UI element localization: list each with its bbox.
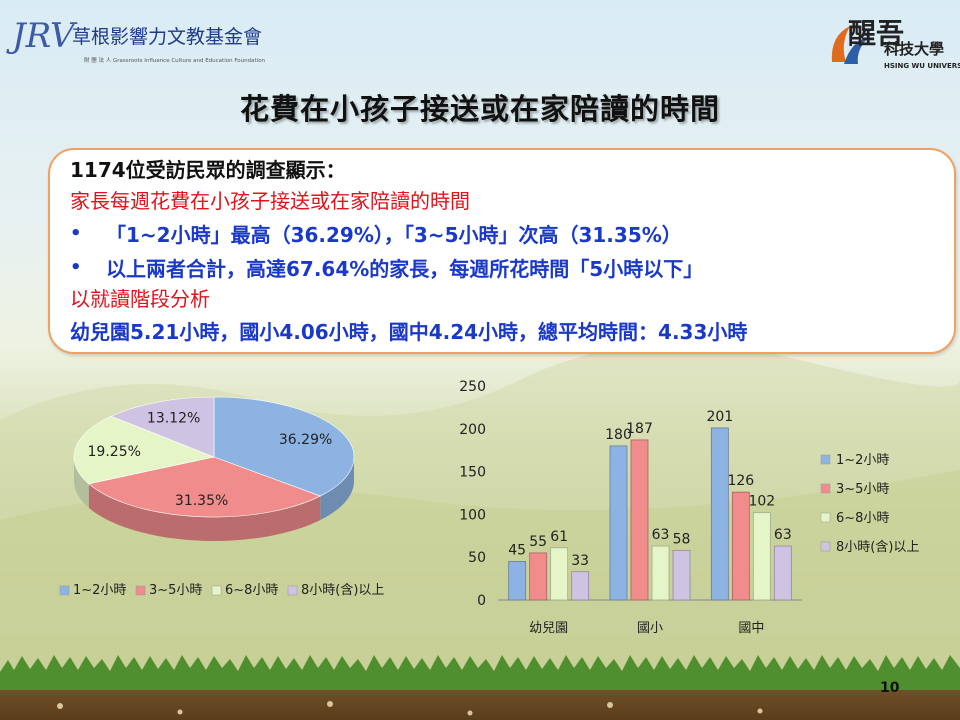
bar-legend-swatch <box>820 541 831 552</box>
pie-slice-side <box>88 483 321 541</box>
university-emblem-icon <box>831 26 868 64</box>
bar-data-label: 45 <box>508 542 526 558</box>
summary-line-stage-hours: 幼兒園5.21小時，國小4.06小時，國中4.24小時，總平均時間：4.33小時 <box>70 320 748 344</box>
university-logo: 醒吾 科技大學 HSING WU UNIVERSITY <box>826 12 960 74</box>
university-english-name: HSING WU UNIVERSITY <box>884 62 960 70</box>
bar-y-tick-label: 50 <box>468 550 486 566</box>
bar-category-label: 國中 <box>738 621 764 636</box>
page-title: 花費在小孩子接送或在家陪讀的時間 <box>239 92 720 126</box>
pie-data-label: 31.35% <box>175 493 228 509</box>
pie-slice-side <box>320 457 354 521</box>
foundation-subtitle: 財 團 法 人 Grassroots Influence Culture and… <box>84 58 266 64</box>
bar <box>630 439 649 601</box>
pie-data-label: 19.25% <box>88 444 141 460</box>
bar <box>752 512 771 601</box>
bar-data-label: 55 <box>529 534 547 550</box>
bar <box>550 547 569 601</box>
summary-line-combined: 以上兩者合計，高達67.64%的家長，每週所花時間「5小時以下」 <box>106 257 704 281</box>
pie-slice <box>213 396 355 497</box>
pie-legend-swatch <box>211 585 222 596</box>
bar-legend-swatch <box>820 483 831 494</box>
bar <box>710 427 729 601</box>
bar-data-label: 61 <box>550 529 568 545</box>
bar-category-label: 國小 <box>637 621 663 636</box>
pie-legend-label: 3~5小時 <box>149 583 202 598</box>
pie-legend-label: 1~2小時 <box>73 583 126 598</box>
bar-legend-label: 1~2小時 <box>836 453 889 468</box>
bar-data-label: 180 <box>605 427 632 443</box>
pie-legend-label: 6~8小時 <box>225 583 278 598</box>
bar-legend-swatch <box>820 512 831 523</box>
pie-legend-label: 8小時(含)以上 <box>301 582 384 598</box>
bar-data-label: 126 <box>727 473 754 489</box>
bar-legend-swatch <box>820 454 831 465</box>
summary-line-survey: 1174位受訪民眾的調查顯示： <box>70 158 346 182</box>
bar-y-tick-label: 150 <box>459 465 486 481</box>
bar <box>651 545 670 601</box>
bar <box>571 571 590 601</box>
bar <box>508 561 527 601</box>
bar <box>529 552 548 601</box>
page-number: 10 <box>880 680 900 696</box>
university-name: 科技大學 <box>884 40 945 58</box>
foundation-logo: JRV 草根影響力文教基金會 財 團 法 人 Grassroots Influe… <box>12 12 274 72</box>
foundation-name: 草根影響力文教基金會 <box>72 26 263 48</box>
bar-data-label: 187 <box>626 421 653 437</box>
bar-legend-label: 8小時(含)以上 <box>836 539 919 555</box>
pie-legend-swatch <box>287 585 298 596</box>
bar-y-tick-label: 0 <box>477 593 486 609</box>
bar-data-label: 63 <box>652 527 670 543</box>
bar-legend-label: 6~8小時 <box>836 511 889 526</box>
pie-slice <box>73 415 216 485</box>
pie-legend-swatch <box>59 585 70 596</box>
university-logo-big-text: 醒吾 <box>848 17 905 50</box>
pie-slice-side <box>74 457 89 508</box>
pie-data-label: 36.29% <box>279 432 332 448</box>
bar-y-tick-label: 250 <box>459 379 486 395</box>
bar-data-label: 63 <box>774 527 792 543</box>
pie-data-label: 13.12% <box>147 410 200 426</box>
logo-monogram: JRV <box>12 16 75 56</box>
bar <box>773 545 792 601</box>
pie-slice <box>110 396 215 458</box>
bar-y-tick-label: 200 <box>459 422 486 438</box>
bar-data-label: 33 <box>571 553 589 569</box>
bar <box>731 491 750 601</box>
bar-y-tick-label: 100 <box>459 507 486 523</box>
bar-data-label: 58 <box>673 531 691 547</box>
pie-slice <box>88 456 322 518</box>
bar <box>672 549 691 601</box>
bar <box>609 445 628 601</box>
bullet-icon: • <box>70 257 82 278</box>
pie-legend-swatch <box>135 585 146 596</box>
bar-legend-label: 3~5小時 <box>836 482 889 497</box>
summary-line-topic: 家長每週花費在小孩子接送或在家陪讀的時間 <box>70 189 470 213</box>
bullet-icon: • <box>70 223 82 244</box>
summary-box <box>48 148 956 354</box>
bar-data-label: 102 <box>748 494 775 510</box>
summary-line-top-two: 「1~2小時」最高（36.29%），「3~5小時」次高（31.35%） <box>106 223 682 247</box>
bar-data-label: 201 <box>706 409 733 425</box>
bar-category-label: 幼兒園 <box>529 621 568 636</box>
summary-line-stage-heading: 以就讀階段分析 <box>70 287 210 311</box>
